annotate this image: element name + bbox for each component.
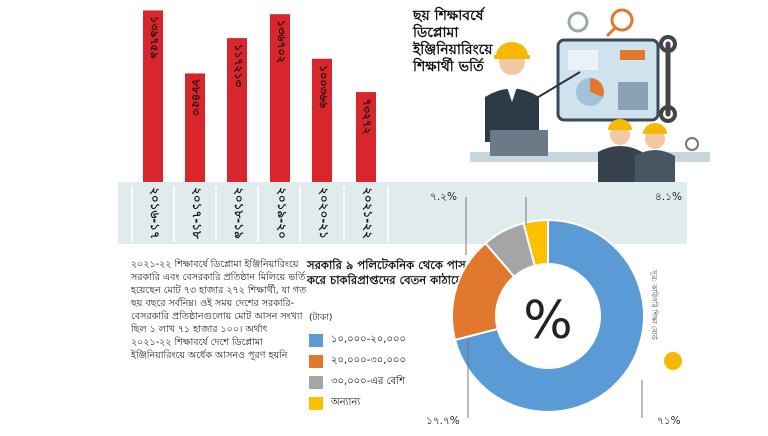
legend-item: অন্যান্য <box>309 393 406 414</box>
bar-value-label: ৭৩২৭২ <box>360 98 374 134</box>
legend-item: ১০,০০০-২০,০০০ <box>309 330 406 351</box>
bar-value-label: ৮৮৪৫৩ <box>189 79 203 116</box>
pct-label-20-30k: ১৭.৭% <box>426 415 460 427</box>
legend-swatch <box>309 376 323 389</box>
pct-label-other30k: ৭.২% <box>430 191 457 203</box>
legend-label: ২০,০০০-৩০,০০০ <box>331 355 406 366</box>
legend-label: ১০,০০০-২০,০০০ <box>331 334 406 345</box>
donut-unit: (টাকা) <box>309 313 333 323</box>
bar-value-label: ১০০৩৬৬ <box>316 64 330 108</box>
year-label: ২০১৭-১৮ <box>189 187 204 239</box>
gear-icon <box>567 11 589 33</box>
year-label: ২০১৬-১৭ <box>147 187 162 239</box>
summary-paragraph: ২০২১-২২ শিক্ষাবর্ষে ডিপ্লোমা ইঞ্জিনিয়ার… <box>131 259 307 361</box>
bar-value-label: ১৩৯৭৫৯ <box>147 16 161 60</box>
year-label: ২০২১-২২ <box>360 187 375 239</box>
legend-item: ২০,০০০-৩০,০০০ <box>309 351 406 372</box>
bar-2017 <box>185 73 205 182</box>
bar-2020 <box>312 58 332 182</box>
source-badge-icon <box>664 352 682 370</box>
bar-2018 <box>227 38 247 183</box>
year-label: ২০১৯-২০ <box>274 187 289 239</box>
legend-swatch <box>309 397 323 410</box>
legend-item: ৩০,০০০-এর বেশি <box>309 372 406 393</box>
year-label: ২০১৮-১৯ <box>231 187 246 239</box>
legend-swatch <box>309 334 323 347</box>
legend-label: অন্যান্য <box>331 397 361 408</box>
chart-title: ছয় শিক্ষাবর্ষে ডিপ্লোমা ইঞ্জিনিয়ারিংয়… <box>413 8 493 75</box>
legend-label: ৩০,০০০-এর বেশি <box>331 376 405 387</box>
bar-2016 <box>143 10 163 183</box>
bar-2019 <box>270 14 290 183</box>
bar-value-label: ১৩৬৭০২ <box>274 20 288 64</box>
legend-swatch <box>309 355 323 368</box>
year-label: ২০২০-২১ <box>316 187 331 239</box>
magnifier-icon <box>610 8 634 32</box>
source-note: সূত্র: কারিগরি শিক্ষা বোর্ড <box>650 270 658 340</box>
pct-label-10-20k: ৭১% <box>657 415 681 427</box>
bar-value-label: ১১৭২১৩ <box>231 44 245 88</box>
bar-2021 <box>356 92 376 182</box>
donut-title: সরকারি ৯ পলিটেকনিক থেকে পাস করে চাকরিপ্র… <box>307 258 466 287</box>
donut-legend: ১০,০০০-২০,০০০ ২০,০০০-৩০,০০০ ৩০,০০০-এর বে… <box>309 330 406 414</box>
engineer-illustration <box>470 8 710 182</box>
lightbulb-icon <box>685 137 699 151</box>
pct-label-other: ৪.১% <box>655 191 682 203</box>
